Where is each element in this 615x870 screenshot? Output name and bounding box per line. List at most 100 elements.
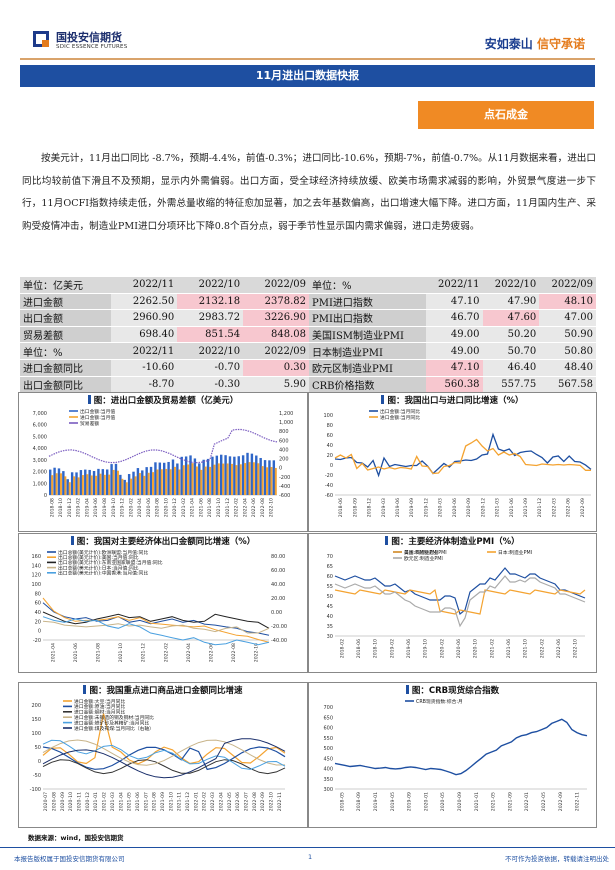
legend-label: 日本:制造业PMI	[404, 549, 438, 556]
x-tick-label: 2022-04	[218, 792, 224, 811]
table-row: 日本制造业PMI 49.00 50.70 50.80	[309, 342, 596, 360]
y-tick-label: 0	[38, 759, 41, 765]
series-hongkong	[42, 616, 270, 646]
table-row: 欧元区制造业PMI 47.10 46.40 48.40	[309, 359, 596, 377]
table-row: 贸易差额 698.40 851.54 848.08	[20, 326, 309, 344]
header-divider	[20, 58, 595, 60]
x-tick-label: 2021-06	[198, 498, 204, 517]
legend-label: 欧元区:制造业PMI	[404, 555, 443, 562]
cell-value: 2262.50	[111, 293, 178, 311]
footer-divider	[0, 847, 615, 848]
y-tick-label: 50	[327, 594, 333, 600]
x-tick-label: 2021-01	[474, 792, 480, 811]
x-tick-label: 2022-11	[277, 792, 283, 811]
cell-value: 46.70	[425, 309, 483, 327]
y-tick-label: 500	[323, 746, 333, 752]
slogan-part-1: 安如泰山	[484, 37, 533, 51]
bar-import	[169, 469, 172, 495]
bar-import	[134, 476, 137, 495]
x-tick-label: 2019-06	[406, 639, 412, 658]
y-tick-label: 2,000	[33, 470, 47, 476]
y-tick-label: 3,000	[33, 458, 47, 464]
bar-export	[127, 474, 131, 495]
row-label: 出口金额	[20, 309, 112, 327]
cell-value: 557.75	[482, 376, 540, 394]
x-tick-label: 2021-02	[489, 639, 495, 658]
cell-value: -10.60	[111, 359, 178, 377]
cell-value: 2983.72	[177, 309, 244, 327]
bar-export	[171, 459, 175, 495]
x-tick-label: 2021-09	[160, 792, 166, 811]
bar-export	[75, 472, 78, 495]
x-tick-label: 2021-03	[495, 498, 501, 517]
y-tick-label-right: -40.00	[271, 638, 287, 644]
bar-import	[99, 473, 102, 495]
y-tick-label-right: -600	[279, 493, 290, 499]
bar-import	[252, 462, 255, 495]
bar-import	[103, 474, 106, 495]
x-tick-label: 2021-04	[50, 643, 56, 662]
x-tick-label: 2021-12	[537, 498, 543, 517]
y-tick-label-right: -400	[279, 484, 290, 490]
bar-import	[239, 464, 242, 495]
x-tick-label: 2022-02	[539, 639, 545, 658]
legend-label: 日本:制造业PMI	[498, 549, 532, 556]
row-label: 单位：亿美元	[20, 277, 112, 294]
table-row: CRB价格指数 560.38 557.75 567.58	[309, 376, 596, 394]
bar-export	[114, 463, 118, 495]
bar-import	[121, 478, 124, 495]
bar-export	[246, 452, 249, 495]
bar-export	[123, 479, 126, 495]
bar-import	[213, 464, 216, 495]
x-tick-label: 2021-06	[135, 792, 141, 811]
y-tick-label-right: 20.00	[271, 596, 285, 602]
x-tick-label: 2019-12	[423, 498, 429, 517]
x-tick-label: 2022-06	[251, 498, 257, 517]
bar-export	[53, 467, 56, 495]
x-tick-label: 2022-04	[242, 498, 248, 517]
page-header: 国投安信期货 SDIC ESSENCE FUTURES 安如泰山 信守承诺	[0, 0, 615, 58]
x-tick-label: 2021-01	[93, 792, 99, 811]
bar-import	[112, 469, 115, 495]
legend-label: 出口总额(美元计价):欧洲联盟:当月值:同比	[58, 549, 148, 556]
bar-import	[204, 466, 207, 495]
chart-title: 图：我国重点进口商品进口金额同比增速	[19, 684, 307, 696]
bar-import	[257, 463, 260, 495]
y-tick-label: 350	[323, 777, 333, 783]
x-tick-label: 2020-12	[172, 498, 178, 517]
legend-label: CRB现货指数:综合:月	[416, 698, 463, 705]
y-tick-label: 4,000	[33, 446, 47, 452]
cell-value: 46.40	[482, 359, 540, 377]
x-tick-label: 2019-01	[373, 792, 379, 811]
series-steel	[42, 759, 286, 775]
x-tick-label: 2020-09	[60, 792, 66, 811]
y-tick-label: 1,000	[33, 481, 47, 487]
bar-export	[97, 468, 100, 495]
x-tick-label: 2022-04	[186, 643, 192, 662]
bar-export	[145, 467, 148, 495]
cell-value: 0.30	[243, 359, 309, 377]
cell-value: 851.54	[177, 326, 244, 344]
bar-import	[191, 463, 194, 495]
x-tick-label: 2020-10	[68, 792, 74, 811]
x-tick-label: 2019-03	[381, 498, 387, 517]
y-tick-label: 0	[330, 463, 333, 469]
cell-value: 2022/11	[111, 342, 178, 360]
chart-crb-index: 图：CRB现货综合指数 700 650 600 550 500 450 400 350 300 2…	[308, 682, 597, 828]
series-trade-balance	[48, 428, 278, 464]
x-tick-label: 2022-10	[573, 639, 579, 658]
bar-export	[180, 456, 183, 495]
legend-label: 进口金额:煤及褐煤:当月同比（右轴）	[74, 725, 154, 732]
pmi-data-table: 单位：% 2022/11 2022/10 2022/09 PMI进口指数 47.10 47.…	[309, 277, 596, 394]
x-tick-label: 2022-06	[209, 643, 215, 662]
y-tick-label: 550	[323, 736, 333, 742]
x-tick-label: 2018-12	[67, 498, 73, 517]
x-tick-label: 2020-09	[466, 498, 472, 517]
bar-export	[70, 472, 74, 495]
bar-import	[64, 476, 67, 495]
x-tick-label: 2019-09	[407, 792, 413, 811]
cell-value: 50.70	[482, 342, 540, 360]
cell-value: 47.90	[482, 293, 540, 311]
cell-value: 47.60	[482, 309, 540, 327]
x-tick-label: 2022-01	[193, 792, 199, 811]
